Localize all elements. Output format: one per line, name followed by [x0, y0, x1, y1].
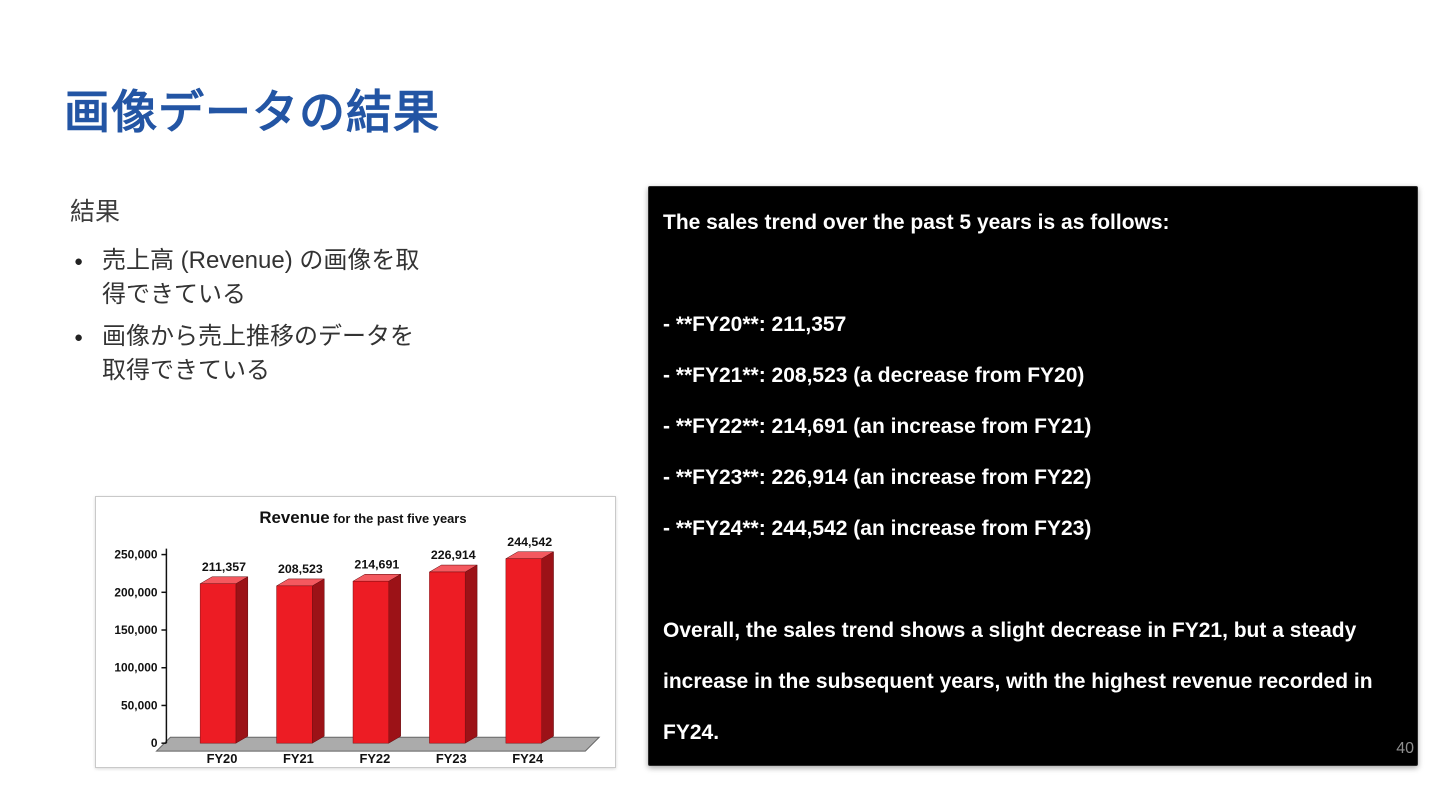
x-tick-label: FY20 — [207, 751, 238, 766]
terminal-line: The sales trend over the past 5 years is… — [663, 211, 1170, 234]
page-title: 画像データの結果 — [64, 86, 440, 138]
y-tick-label: 50,000 — [121, 698, 158, 712]
terminal-line: - **FY23**: 226,914 (an increase from FY… — [663, 466, 1092, 489]
page-number: 40 — [1396, 740, 1414, 757]
x-tick-label: FY23 — [436, 751, 467, 766]
terminal-line: - **FY22**: 214,691 (an increase from FY… — [663, 415, 1092, 438]
y-tick-label: 0 — [151, 736, 158, 750]
bar-value-label: 226,914 — [431, 548, 476, 562]
bar-value-label: 211,357 — [202, 560, 246, 574]
left-column: 結果 売上高 (Revenue) の画像を取得できている画像から売上推移のデータ… — [70, 192, 440, 396]
revenue-chart-image: 0 50,000 100,000 150,000 200,000 250,000 211,3… — [95, 496, 616, 768]
terminal-blank-line — [663, 248, 1403, 299]
bullet-item: 画像から売上推移のデータを取得できている — [70, 320, 422, 388]
terminal-blank-line — [663, 554, 1403, 605]
bar-FY20 — [199, 576, 249, 744]
y-tick-label: 250,000 — [114, 548, 157, 562]
bullet-list: 売上高 (Revenue) の画像を取得できている画像から売上推移のデータを取得… — [70, 244, 422, 388]
bullet-item: 売上高 (Revenue) の画像を取得できている — [70, 244, 422, 312]
bar-FY21 — [275, 578, 326, 744]
terminal-line: - **FY24**: 244,542 (an increase from FY… — [663, 517, 1092, 540]
bar-FY23 — [428, 564, 479, 744]
terminal-line: - **FY21**: 208,523 (a decrease from FY2… — [663, 364, 1085, 387]
bar-FY22 — [352, 573, 402, 744]
ai-response-panel: The sales trend over the past 5 years is… — [648, 186, 1418, 766]
bar-value-label: 208,523 — [278, 562, 323, 576]
terminal-line: - **FY20**: 211,357 — [663, 313, 847, 336]
bar-FY24 — [504, 551, 555, 744]
y-tick-label: 200,000 — [114, 585, 157, 599]
chart-title: Revenue for the past five years — [259, 508, 466, 527]
x-tick-label: FY24 — [512, 751, 544, 766]
terminal-line: Overall, the sales trend shows a slight … — [663, 619, 1379, 744]
y-tick-label: 150,000 — [114, 623, 157, 637]
x-tick-label: FY21 — [283, 751, 314, 766]
bar-value-label: 214,691 — [354, 557, 399, 571]
bar-value-label: 244,542 — [507, 535, 552, 549]
x-tick-label: FY22 — [359, 751, 390, 766]
revenue-bar-chart: 0 50,000 100,000 150,000 200,000 250,000 211,3… — [114, 508, 601, 766]
result-heading: 結果 — [70, 198, 121, 226]
y-tick-label: 100,000 — [114, 661, 157, 675]
